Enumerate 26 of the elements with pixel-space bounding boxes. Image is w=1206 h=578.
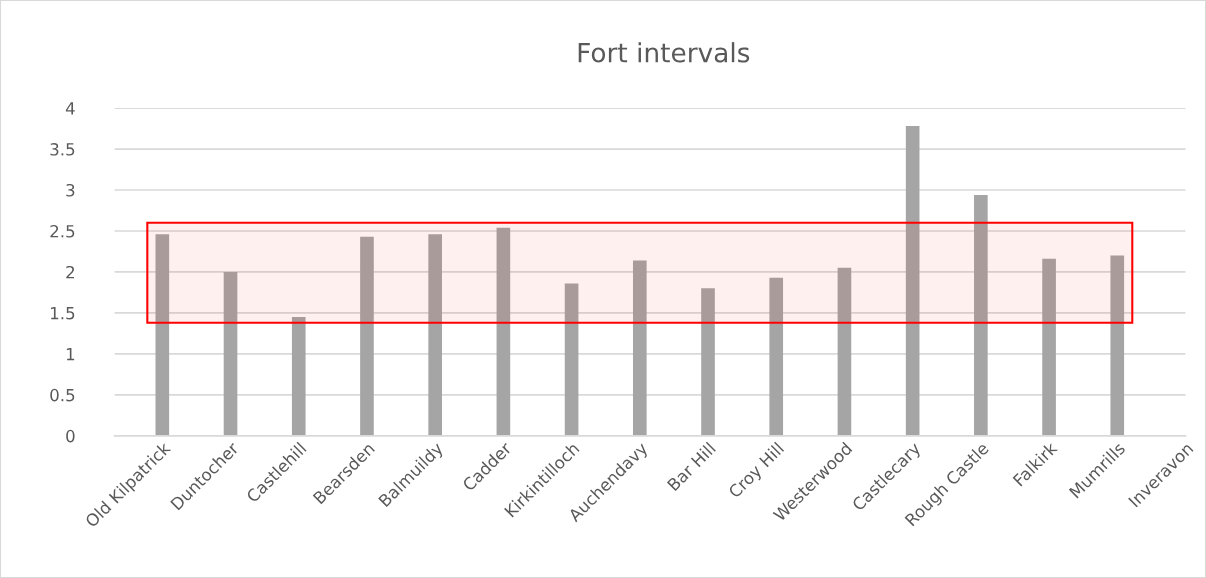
bar [974, 194, 988, 436]
y-tick-label: 2 [66, 265, 75, 279]
y-tick-label: 1.5 [51, 307, 75, 320]
bar [1110, 255, 1125, 436]
x-tick-label: Bar Hill [666, 441, 717, 492]
bar [564, 283, 579, 436]
y-tick-label: 3.5 [50, 143, 75, 156]
bar [496, 227, 511, 436]
bar [360, 236, 374, 436]
y-tick-label: 4 [65, 102, 75, 115]
bar [905, 126, 920, 436]
y-tick-label: 3 [66, 183, 75, 197]
y-tick-label: 0.5 [50, 388, 75, 402]
y-tick-label: 2.5 [50, 224, 75, 238]
bar [769, 277, 784, 436]
y-tick-label: 0 [66, 429, 75, 443]
bar [837, 267, 852, 436]
bar [428, 234, 442, 436]
chart-title: Fort intervals [578, 42, 750, 63]
bar [291, 317, 306, 436]
bar [632, 260, 647, 436]
y-tick-label: 1 [66, 348, 75, 361]
bar [223, 271, 238, 436]
bar [701, 288, 715, 436]
bar [155, 234, 170, 436]
bar [1042, 258, 1056, 436]
